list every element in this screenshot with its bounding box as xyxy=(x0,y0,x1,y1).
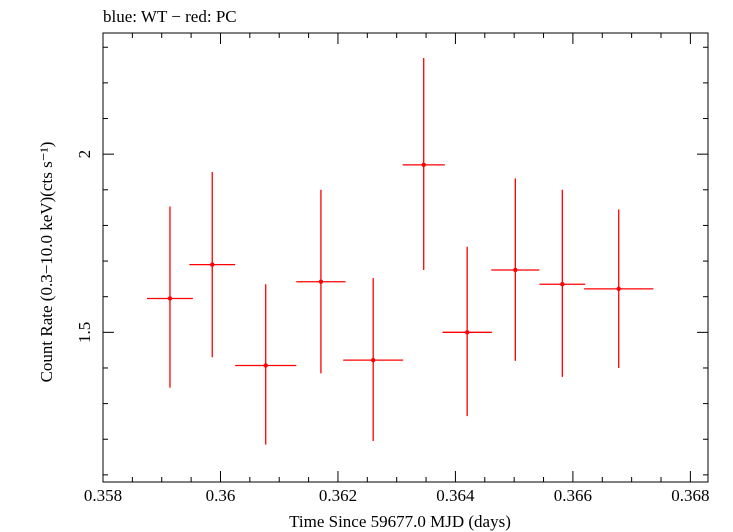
data-point xyxy=(189,171,236,358)
x-tick-labels: 0.358 0.36 0.362 0.364 0.366 0.368 xyxy=(84,486,710,505)
axis-ticks xyxy=(102,33,708,482)
x-tick-label: 0.368 xyxy=(671,486,709,505)
x-tick-label: 0.36 xyxy=(206,486,236,505)
y-tick-label: 1.5 xyxy=(75,322,94,343)
point-marker xyxy=(560,282,565,287)
data-point xyxy=(147,206,193,388)
data-points xyxy=(147,57,654,445)
point-marker xyxy=(167,296,173,301)
y-axis-label: Count Rate (0.3−10.0 keV)(cts s⁻¹) xyxy=(37,142,56,383)
x-tick-label: 0.362 xyxy=(319,486,357,505)
point-marker xyxy=(263,363,268,368)
x-axis-label: Time Since 59677.0 MJD (days) xyxy=(289,512,511,531)
point-marker xyxy=(421,162,426,168)
data-point xyxy=(343,278,404,442)
point-marker xyxy=(464,330,470,335)
point-marker xyxy=(513,267,518,273)
x-tick-label: 0.366 xyxy=(554,486,592,505)
y-tick-labels: 1.52 xyxy=(75,150,94,343)
point-marker xyxy=(616,286,621,292)
x-tick-label: 0.358 xyxy=(84,486,122,505)
data-point xyxy=(296,189,346,374)
plot-frame xyxy=(102,32,709,483)
data-point xyxy=(584,209,654,368)
x-tick-label: 0.364 xyxy=(436,486,475,505)
point-marker xyxy=(370,357,376,363)
data-point xyxy=(539,189,586,377)
data-point xyxy=(491,178,540,361)
data-point xyxy=(402,57,445,270)
point-marker xyxy=(210,262,215,267)
point-marker xyxy=(318,279,324,284)
data-point xyxy=(235,284,297,445)
y-tick-label: 2 xyxy=(75,150,94,159)
chart-title: blue: WT − red: PC xyxy=(103,7,237,26)
data-point xyxy=(442,246,492,417)
